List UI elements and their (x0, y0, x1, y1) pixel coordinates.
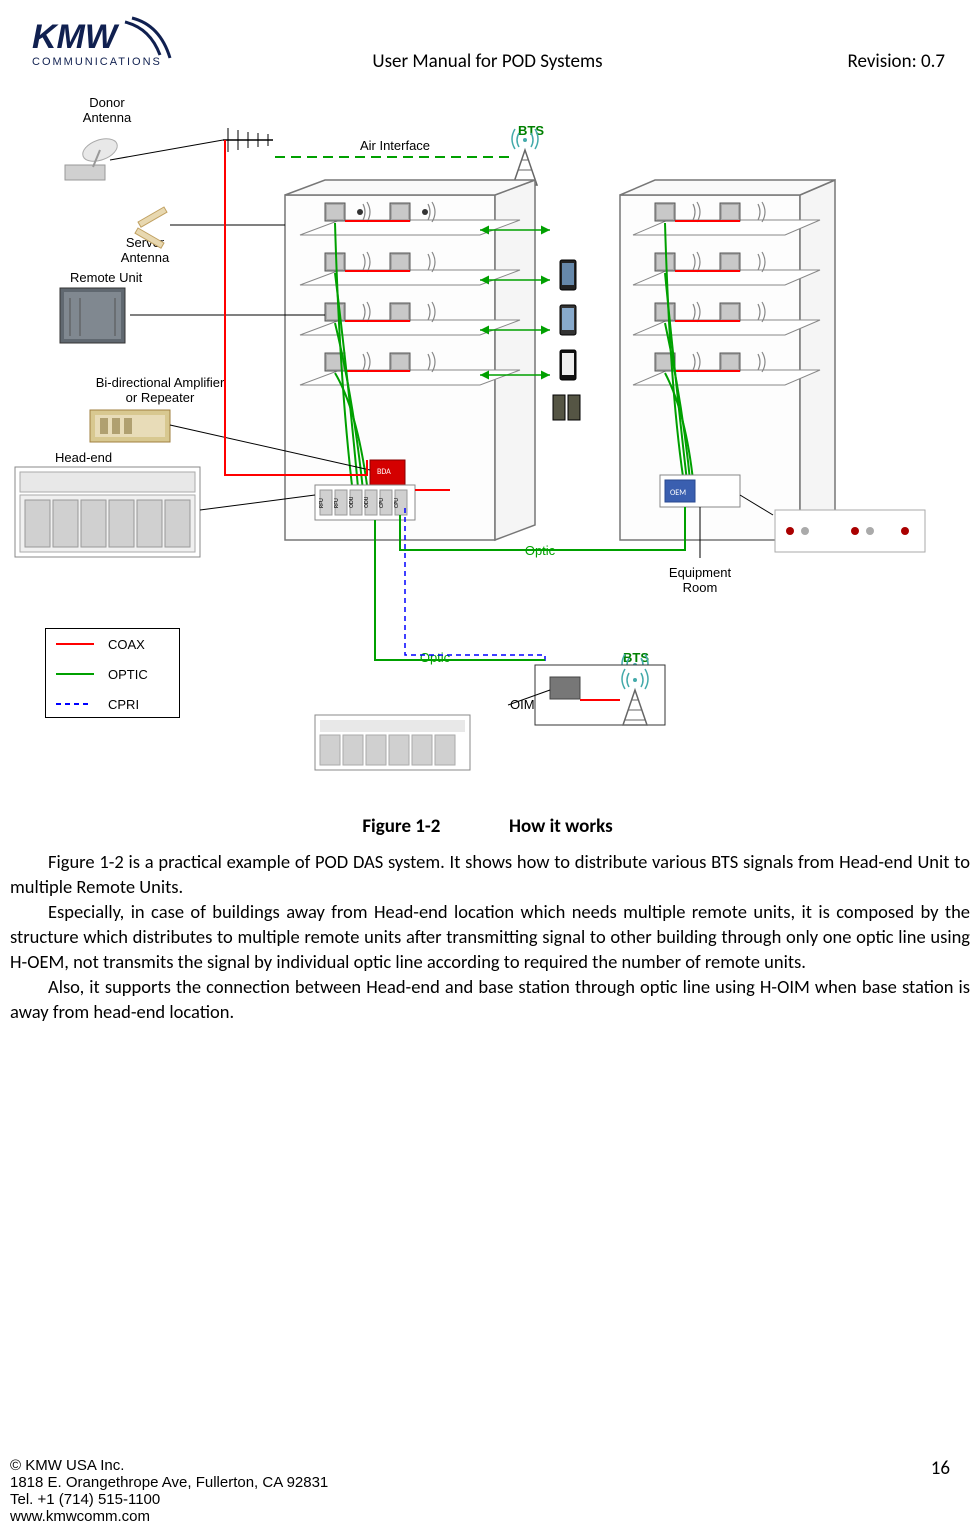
doc-revision: Revision: 0.7 (847, 50, 945, 73)
svg-text:CPU: CPU (377, 498, 385, 508)
remote-unit-icon (60, 288, 125, 343)
body-text: Figure 1-2 is a practical example of POD… (10, 850, 970, 1025)
page-header: KMW COMMUNICATIONS User Manual for POD S… (0, 0, 975, 85)
bts-tower-top (512, 129, 538, 185)
building-2: OEM (620, 180, 835, 540)
svg-text:BDA: BDA (377, 467, 391, 477)
svg-text:ODU: ODU (347, 496, 355, 508)
svg-text:ODU: ODU (362, 496, 370, 508)
oim-b-box (535, 665, 665, 725)
bda-unit-icon (90, 410, 170, 442)
paragraph-3: Also, it supports the connection between… (10, 975, 970, 1025)
footer-copyright: © KMW USA Inc. (10, 1457, 965, 1474)
svg-text:RFU: RFU (317, 498, 325, 508)
server-antenna-icon (135, 207, 167, 248)
kmw-logo: KMW COMMUNICATIONS (30, 10, 175, 75)
footer-tel: Tel. +1 (714) 515-1100 (10, 1491, 965, 1508)
head-end-icon (15, 467, 200, 557)
page-number: 16 (931, 1457, 950, 1480)
oem-s-panel-icon (775, 510, 925, 552)
head-end-remote-icon (315, 715, 470, 770)
svg-text:CPU: CPU (392, 498, 400, 508)
phones-icon (553, 260, 580, 420)
paragraph-2: Especially, in case of buildings away fr… (10, 900, 970, 975)
svg-text:COMMUNICATIONS: COMMUNICATIONS (32, 56, 162, 68)
footer-address: 1818 E. Orangethrope Ave, Fullerton, CA … (10, 1474, 965, 1491)
svg-text:KMW: KMW (32, 18, 120, 56)
doc-title: User Manual for POD Systems (372, 50, 602, 73)
svg-text:OEM: OEM (670, 488, 686, 498)
paragraph-1: Figure 1-2 is a practical example of POD… (10, 850, 970, 900)
svg-text:RFU: RFU (332, 498, 340, 508)
donor-antenna-icon (65, 134, 120, 180)
figure-caption: Figure 1-2 How it works (0, 815, 975, 838)
building-1: BDA RFU RFU ODU ODU CPU CPU (285, 180, 535, 540)
footer-url: www.kmwcomm.com (10, 1508, 965, 1525)
figure-diagram: DonorAntenna ServerAntenna Remote Unit B… (5, 95, 965, 815)
yagi-antenna-icon (223, 128, 273, 152)
diagram-svg: BDA RFU RFU ODU ODU CPU CPU (5, 95, 965, 815)
page-footer: © KMW USA Inc. 1818 E. Orangethrope Ave,… (10, 1457, 965, 1525)
